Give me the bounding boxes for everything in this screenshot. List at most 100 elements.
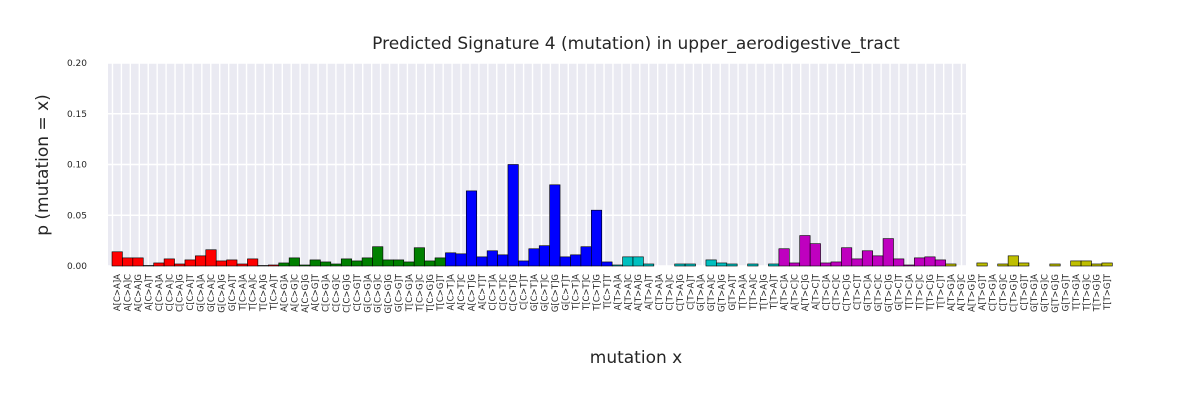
x-tick-label: T[C>A]G [259,274,269,312]
bar-A[C>G]A [278,262,290,267]
bar-T[T>C]C [914,257,926,267]
x-tick-label: C[T>G]A [988,274,998,311]
x-tick-label: A[T>G]A [947,274,957,311]
x-tick-label: G[T>A]G [718,274,728,312]
x-tick-label: T[C>T]T [603,273,613,310]
x-tick-label: A[C>A]T [144,273,154,310]
x-tick-label: A[T>C]C [791,274,801,311]
bar-T[C>G]C [413,247,425,267]
y-tick-label: 0.05 [67,211,87,221]
x-tick-label: T[C>T]G [593,274,603,312]
bar-T[C>T]T [601,261,613,267]
x-tick-label: G[T>A]C [707,274,717,311]
x-tick-label: T[T>A]G [759,274,769,312]
bar-T[T>G]A [1070,260,1082,267]
x-tick-label: A[C>A]A [113,274,123,311]
bar-A[C>G]C [288,257,300,267]
bar-C[T>C]T [851,258,863,267]
x-tick-label: A[T>G]G [968,274,978,312]
x-tick-label: C[T>A]C [665,274,675,311]
bar-C[C>A]T [184,259,196,267]
bar-C[C>A]G [174,263,186,267]
bar-C[T>A]T [684,263,696,267]
x-tick-label: G[T>C]T [895,273,905,310]
bar-T[T>G]C [1080,260,1092,267]
x-tick-label: A[T>A]C [624,274,634,311]
bar-C[T>G]T [1018,262,1030,267]
bar-A[C>T]A [445,252,457,267]
bar-C[T>G]G [1007,255,1019,267]
x-tick-label: T[C>G]T [436,273,446,311]
y-tick-label: 0.20 [67,59,87,69]
bar-A[T>A]G [632,256,644,267]
x-tick-label: A[C>T]A [447,274,457,311]
bar-C[T>G]C [997,263,1009,267]
x-tick-label: T[T>G]C [1082,274,1092,312]
bar-A[C>A]C [122,257,134,267]
x-tick-label: T[C>G]G [426,274,436,313]
grid [108,62,966,267]
x-tick-label: C[C>T]C [499,274,509,311]
x-tick-label: C[C>T]G [509,274,519,311]
bar-G[C>G]C [372,246,384,267]
x-tick-label: T[T>C]C [916,274,926,311]
bar-G[T>C]T [893,258,905,267]
bar-T[C>A]C [247,258,259,267]
y-axis-label: p (mutation = x) [33,94,53,236]
bar-A[C>T]G [465,190,477,267]
bar-A[T>A]A [611,264,623,267]
x-tick-label: A[T>A]G [634,274,644,311]
y-tick-label: 0.10 [67,161,87,171]
x-axis-label: mutation x [590,348,682,368]
bar-G[T>A]G [716,262,728,267]
x-tick-label: G[C>A]T [228,273,238,311]
x-tick-label: C[C>T]T [520,273,530,310]
x-tick-label: T[T>G]G [1093,274,1103,312]
bar-C[C>T]T [518,260,530,267]
bar-C[T>C]A [820,262,832,267]
bar-G[C>A]C [205,249,217,267]
x-tick-label: G[T>G]C [1041,274,1051,312]
bar-C[C>T]A [486,250,498,267]
bar-C[C>A]A [153,262,165,267]
x-tick-label: G[C>G]C [374,274,384,313]
bar-C[C>G]G [340,258,352,267]
bar-T[T>G]G [1091,263,1103,267]
bar-T[C>T]G [591,209,603,267]
x-tick-label: G[C>G]A [363,274,373,313]
x-tick-label: C[C>A]G [176,274,186,312]
x-tick-label: G[C>T]C [540,274,550,311]
x-tick-label: G[C>T]T [561,273,571,310]
x-tick-label: C[T>A]G [676,274,686,311]
bar-T[C>G]A [403,261,415,267]
bar-A[C>A]A [111,251,123,267]
x-tick-label: G[T>A]T [728,273,738,310]
x-tick-label: C[T>C]A [822,274,832,311]
x-tick-label: A[T>C]G [801,274,811,311]
x-tick-label: A[T>A]A [613,274,623,311]
x-tick-label: C[C>G]C [332,274,342,312]
x-tick-label: A[T>G]C [957,274,967,311]
bar-T[C>G]T [434,257,446,267]
x-tick-label: A[C>T]G [467,274,477,311]
x-tick-label: G[C>T]A [530,274,540,311]
x-tick-label: A[C>T]T [478,273,488,310]
bar-A[T>C]T [809,243,821,267]
chart-title: Predicted Signature 4 (mutation) in uppe… [372,34,900,54]
x-tick-label: T[T>C]T [936,273,946,310]
x-tick-label: G[T>G]G [1051,274,1061,313]
bar-A[T>C]A [778,248,790,267]
bar-A[C>G]G [299,264,311,267]
bar-G[C>T]C [538,245,550,267]
x-tick-label: C[C>G]A [322,274,332,312]
x-tick-label: A[C>A]C [124,274,134,311]
x-tick-label: A[C>T]C [457,274,467,311]
bar-T[C>A]T [267,264,280,267]
x-tick-label: G[C>G]T [395,273,405,312]
bar-A[T>C]G [799,235,811,267]
bar-G[C>G]G [382,259,394,267]
y-tick-label: 0.15 [67,110,87,120]
x-tick-label: C[C>G]G [342,274,352,313]
x-tick-label: T[C>A]C [249,274,259,312]
